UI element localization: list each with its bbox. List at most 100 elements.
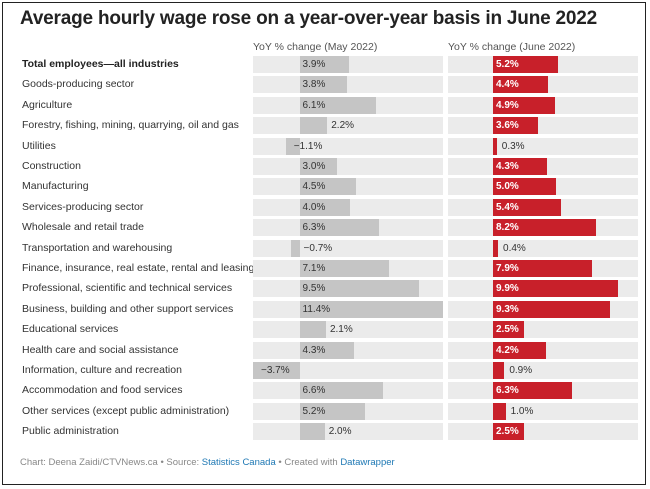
june-bar [493, 56, 559, 73]
may-bar [290, 239, 300, 257]
chart-credit: Chart: Deena Zaidi/CTVNews.ca [20, 457, 158, 468]
column-header-may: YoY % change (May 2022) [253, 41, 378, 53]
june-bar [493, 362, 505, 379]
june-bar [493, 280, 618, 298]
june-row-background [448, 362, 638, 379]
may-row-background [253, 239, 443, 257]
may-bar [285, 137, 300, 155]
june-value-label: 4.9% [496, 99, 519, 111]
row-label: Goods-producing sector [22, 78, 135, 91]
row-label: Forestry, fishing, mining, quarrying, oi… [22, 119, 239, 132]
row-label: Professional, scientific and technical s… [22, 282, 233, 295]
row-label: Information, culture and recreation [22, 364, 182, 376]
june-value-label: 9.9% [496, 283, 519, 295]
may-value-label: 9.5% [302, 283, 326, 295]
may-value-label: 2.1% [329, 324, 353, 336]
row-label: Construction [22, 160, 81, 172]
june-bar [493, 219, 597, 237]
may-bar [299, 219, 379, 237]
row-label: Finance, insurance, real estate, rental … [22, 262, 255, 274]
row-label: Utilities [22, 139, 56, 152]
row-label: Accommodation and food services [22, 384, 183, 397]
may-value-label: −1.1% [293, 140, 323, 152]
may-value-label: 6.1% [302, 99, 326, 111]
june-bar [493, 239, 499, 257]
may-value-label: 3.0% [302, 161, 326, 172]
may-bar [299, 56, 349, 73]
may-value-label: −3.7% [261, 365, 290, 376]
may-row-background [253, 137, 443, 155]
june-value-label: 7.9% [496, 263, 519, 274]
may-bar [299, 341, 354, 359]
row-label: Transportation and warehousing [22, 241, 173, 254]
june-bar [493, 96, 555, 114]
june-row-background [448, 402, 638, 420]
row-label: Manufacturing [22, 180, 89, 193]
june-value-label: 6.3% [496, 385, 519, 397]
june-bar [493, 321, 525, 339]
footer-separator-tool: • Created with [275, 457, 341, 468]
june-value-label: 5.0% [496, 181, 519, 193]
may-row-background [253, 362, 443, 379]
june-bar [493, 341, 546, 359]
may-bar [299, 382, 383, 400]
may-value-label: 4.5% [302, 181, 326, 193]
may-bar [299, 198, 350, 216]
june-bar [493, 158, 548, 175]
june-bar [493, 423, 525, 441]
row-label: Wholesale and retail trade [22, 221, 144, 234]
row-label: Agriculture [22, 98, 73, 111]
may-bar [299, 76, 348, 94]
may-bar [299, 280, 420, 298]
june-value-label: 8.2% [496, 222, 519, 234]
may-bar [299, 117, 328, 135]
may-value-label: 4.3% [302, 344, 326, 356]
june-bar [493, 300, 611, 318]
may-bar [299, 96, 377, 114]
chart-title: Average hourly wage rose on a year-over-… [20, 8, 598, 29]
may-row-background [253, 158, 443, 175]
may-bar [299, 300, 443, 318]
june-row-background [448, 423, 638, 441]
may-bar [299, 178, 357, 196]
may-value-label: 6.3% [302, 222, 326, 234]
june-value-label: 3.6% [496, 120, 519, 132]
may-bar [299, 321, 326, 339]
may-bar [299, 402, 365, 420]
june-bar [493, 198, 561, 216]
june-bar [493, 137, 497, 155]
june-value-label: 4.4% [496, 79, 519, 91]
may-bar [253, 362, 300, 379]
may-value-label: 2.2% [331, 120, 355, 132]
row-label: Public administration [22, 425, 119, 438]
june-value-label: 1.0% [510, 405, 534, 417]
june-row-background [448, 137, 638, 155]
may-bar [299, 158, 338, 175]
june-value-label: 2.5% [496, 426, 519, 438]
june-bar [493, 382, 573, 400]
may-value-label: 11.4% [302, 303, 331, 315]
row-label: Health care and social assistance [22, 343, 179, 356]
row-label: Other services (except public administra… [22, 404, 230, 417]
june-bar [493, 260, 593, 277]
row-label: Total employees—all industries [22, 58, 179, 70]
datawrapper-link[interactable]: Datawrapper [340, 457, 395, 468]
june-value-label: 5.4% [496, 201, 519, 213]
june-value-label: 4.2% [496, 344, 519, 356]
footer-separator-source: • Source: [157, 457, 202, 468]
may-value-label: 3.8% [302, 79, 326, 91]
june-bar [493, 178, 556, 196]
june-value-label: 0.9% [509, 365, 533, 376]
may-row-background [253, 76, 443, 94]
may-value-label: 4.0% [302, 201, 326, 213]
source-link[interactable]: Statistics Canada [201, 457, 276, 468]
june-bar [493, 76, 549, 94]
may-value-label: −0.7% [303, 242, 333, 254]
may-value-label: 3.9% [302, 59, 326, 70]
column-header-june: YoY % change (June 2022) [448, 41, 576, 53]
may-value-label: 5.2% [302, 405, 326, 417]
may-value-label: 2.0% [328, 426, 352, 438]
june-value-label: 2.5% [496, 324, 519, 336]
chart-footer: Chart: Deena Zaidi/CTVNews.ca • Source: … [20, 457, 395, 468]
